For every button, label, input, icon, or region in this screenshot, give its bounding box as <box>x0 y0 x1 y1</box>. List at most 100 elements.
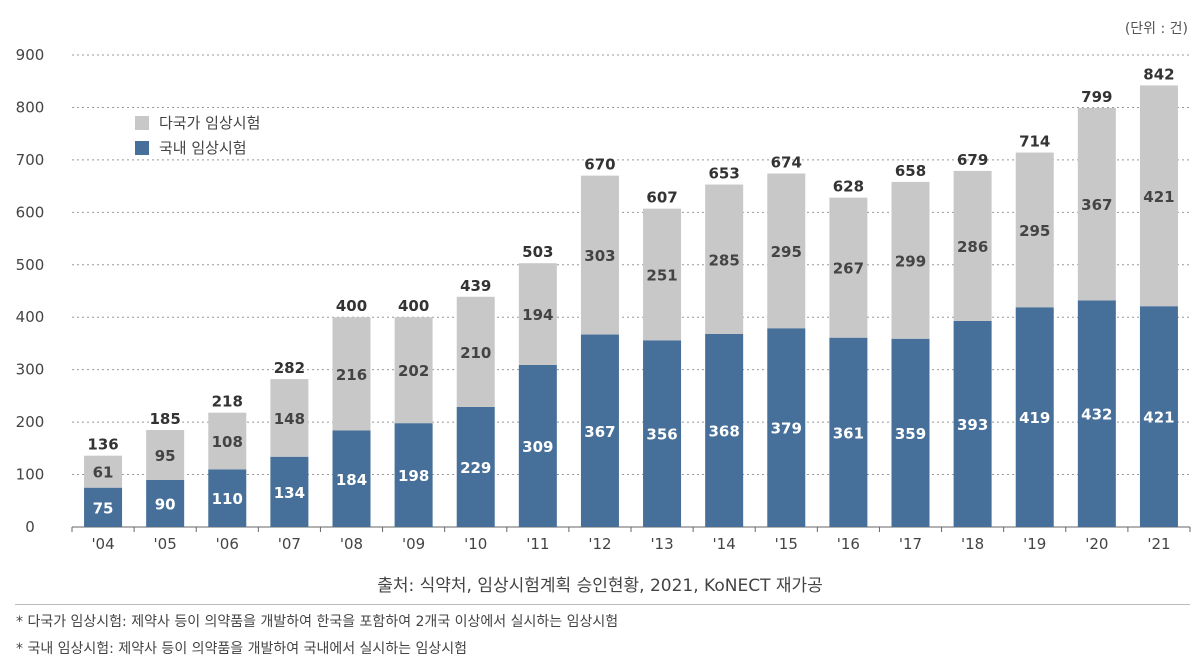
data-label-total: 670 <box>584 156 615 174</box>
bar-domestic <box>208 469 247 527</box>
data-label-domestic: 421 <box>1143 409 1174 427</box>
bar-multinational <box>891 181 930 339</box>
data-label-domestic: 75 <box>93 499 114 517</box>
bar-domestic <box>146 479 185 527</box>
x-tick-label: '17 <box>899 535 922 553</box>
bar-multinational <box>643 208 682 341</box>
x-tick-label: '05 <box>154 535 177 553</box>
bar-multinational <box>270 379 309 457</box>
data-label-multinational: 202 <box>398 362 429 380</box>
bar-domestic <box>394 423 433 527</box>
data-label-domestic: 134 <box>274 484 305 502</box>
data-label-domestic: 110 <box>212 490 243 508</box>
bar-domestic <box>270 456 309 527</box>
data-label-domestic: 309 <box>522 438 553 456</box>
data-label-domestic: 184 <box>336 471 367 489</box>
y-tick-label: 900 <box>16 46 45 64</box>
data-label-domestic: 359 <box>895 425 926 443</box>
bar-domestic <box>580 334 619 527</box>
bar-domestic <box>643 340 682 527</box>
data-label-domestic: 432 <box>1081 406 1112 424</box>
data-label-total: 674 <box>771 154 802 172</box>
bar-domestic <box>332 430 371 527</box>
data-label-total: 607 <box>646 189 677 207</box>
x-tick-label: '19 <box>1023 535 1046 553</box>
bar-domestic <box>705 334 744 527</box>
legend-item-domestic: 국내 임상시험 <box>135 135 260 160</box>
y-tick-label: 0 <box>25 518 35 536</box>
bar-domestic <box>1015 307 1054 527</box>
bar-multinational <box>456 296 495 407</box>
data-label-multinational: 285 <box>709 251 740 269</box>
data-label-total: 714 <box>1019 133 1050 151</box>
y-tick-label: 400 <box>16 308 45 326</box>
bar-domestic <box>456 406 495 527</box>
data-label-multinational: 61 <box>93 464 114 482</box>
x-tick-label: '07 <box>278 535 301 553</box>
data-label-multinational: 148 <box>274 410 305 428</box>
data-label-multinational: 95 <box>155 447 176 465</box>
data-label-total: 282 <box>274 359 305 377</box>
data-label-total: 503 <box>522 243 553 261</box>
legend-swatch-domestic <box>135 140 149 155</box>
x-tick-label: '10 <box>464 535 487 553</box>
data-label-domestic: 90 <box>155 495 176 513</box>
data-label-total: 799 <box>1081 88 1112 106</box>
bar-multinational <box>1139 85 1178 307</box>
bar-chart: 0 100 200 300 400 500 600 700 800 900 75 61 136 '04 90… <box>16 46 1191 553</box>
x-tick-label: '06 <box>216 535 239 553</box>
bar-multinational <box>84 455 123 488</box>
data-label-multinational: 286 <box>957 238 988 256</box>
data-label-total: 679 <box>957 151 988 169</box>
data-label-domestic: 198 <box>398 467 429 485</box>
data-label-total: 842 <box>1143 65 1174 83</box>
data-label-domestic: 361 <box>833 424 864 442</box>
x-tick-label: '11 <box>526 535 549 553</box>
bar-multinational <box>208 412 247 470</box>
data-label-total: 653 <box>709 165 740 183</box>
data-label-multinational: 267 <box>833 260 864 278</box>
bar-multinational <box>705 184 744 335</box>
data-label-total: 400 <box>398 297 429 315</box>
data-label-multinational: 367 <box>1081 196 1112 214</box>
legend-label-domestic: 국내 임상시험 <box>159 139 247 157</box>
data-label-domestic: 229 <box>460 459 491 477</box>
bar-domestic <box>767 328 806 527</box>
bar-multinational <box>518 263 557 365</box>
legend-swatch-multinational <box>135 115 149 130</box>
data-label-domestic: 367 <box>584 423 615 441</box>
y-tick-label: 300 <box>16 361 45 379</box>
x-tick-label: '20 <box>1085 535 1108 553</box>
data-label-multinational: 210 <box>460 344 491 362</box>
x-tick-label: '08 <box>340 535 363 553</box>
data-label-multinational: 295 <box>1019 222 1050 240</box>
data-label-multinational: 194 <box>522 306 553 324</box>
bar-multinational <box>580 175 619 335</box>
data-label-multinational: 303 <box>584 247 615 265</box>
data-label-total: 439 <box>460 277 491 295</box>
y-tick-label: 800 <box>16 98 45 116</box>
y-tick-label: 500 <box>16 256 45 274</box>
data-label-multinational: 216 <box>336 366 367 384</box>
data-label-multinational: 295 <box>771 243 802 261</box>
data-label-multinational: 421 <box>1143 188 1174 206</box>
data-label-domestic: 393 <box>957 416 988 434</box>
source-caption: 출처: 식약처, 임상시험계획 승인현황, 2021, KoNECT 재가공 <box>377 576 823 596</box>
x-tick-label: '15 <box>775 535 798 553</box>
legend-label-multinational: 다국가 임상시험 <box>159 114 261 132</box>
bar-multinational <box>767 173 806 329</box>
x-tick-label: '04 <box>91 535 114 553</box>
y-tick-label: 100 <box>16 466 45 484</box>
y-tick-label: 600 <box>16 203 45 221</box>
x-tick-label: '18 <box>961 535 984 553</box>
bar-domestic <box>891 338 930 527</box>
bar-multinational <box>146 429 185 480</box>
legend-item-multinational: 다국가 임상시험 <box>135 110 260 135</box>
bar-multinational <box>953 170 992 321</box>
x-tick-label: '21 <box>1147 535 1170 553</box>
data-label-total: 628 <box>833 178 864 196</box>
bar-domestic <box>1139 306 1178 527</box>
unit-label: (단위 : 건) <box>1124 21 1188 37</box>
data-label-domestic: 368 <box>709 423 740 441</box>
data-label-domestic: 419 <box>1019 409 1050 427</box>
